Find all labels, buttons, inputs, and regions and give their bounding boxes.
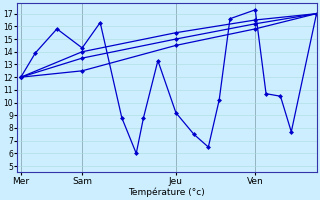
X-axis label: Température (°c): Température (°c) bbox=[129, 187, 205, 197]
